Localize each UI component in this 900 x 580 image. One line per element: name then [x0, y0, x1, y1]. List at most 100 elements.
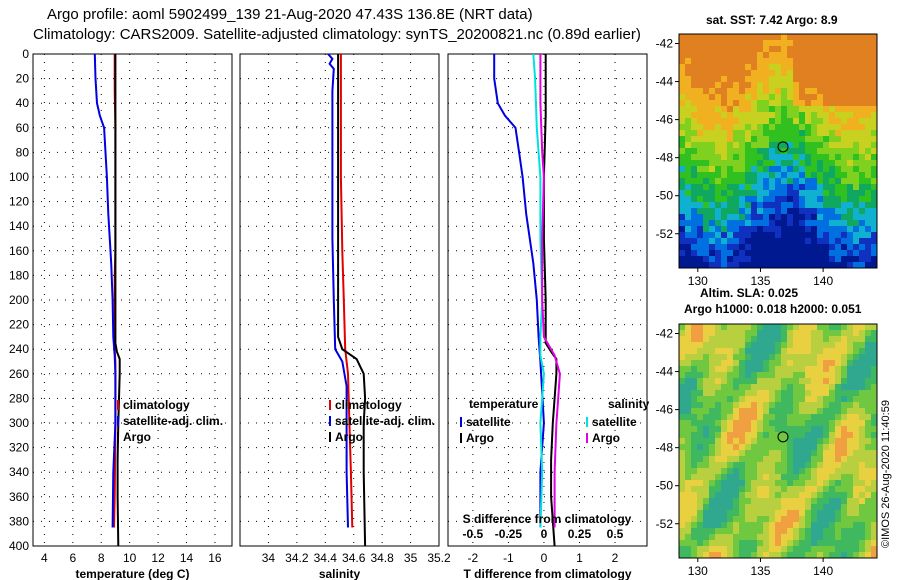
sla-map-cell [751, 342, 758, 349]
sla-map-cell [679, 528, 686, 535]
sla-map-cell [697, 552, 704, 559]
sst-map-cell [721, 262, 728, 269]
sla-map-cell [793, 486, 800, 493]
sst-map-cell [775, 82, 782, 89]
sla-map-cell [829, 354, 836, 361]
sla-map-cell [835, 540, 842, 547]
sst-map-cell [823, 172, 830, 179]
sst-map-cell [817, 238, 824, 245]
sla-map-cell [715, 342, 722, 349]
sst-map-cell [685, 34, 692, 41]
sst-map-cell [811, 262, 818, 269]
sla-map-cell [727, 330, 734, 337]
sla-map-cell [787, 336, 794, 343]
sst-map-cell [685, 160, 692, 167]
sst-map-cell [775, 232, 782, 239]
sla-map-cell [763, 522, 770, 529]
sla-map-cell [709, 360, 716, 367]
sla-map-cell [841, 348, 848, 355]
sla-map-cell [757, 378, 764, 385]
sla-map-cell [679, 414, 686, 421]
sla-map-cell [721, 348, 728, 355]
sla-map-cell [817, 378, 824, 385]
sst-map-cell [799, 184, 806, 191]
sst-map-cell [703, 46, 710, 53]
sla-map-cell [829, 474, 836, 481]
sla-map-cell [739, 414, 746, 421]
sla-map-cell [841, 384, 848, 391]
sst-map-cell [799, 232, 806, 239]
sla-map-cell [721, 492, 728, 499]
sst-map-cell [751, 118, 758, 125]
sst-map-cell [799, 160, 806, 167]
sst-map-cell [703, 52, 710, 59]
sst-map-cell [697, 130, 704, 137]
sla-map-cell [727, 492, 734, 499]
sla-map-cell [721, 528, 728, 535]
sst-map-cell [793, 106, 800, 113]
sla-map-cell [835, 330, 842, 337]
sla-map-cell [751, 414, 758, 421]
sla-map-cell [697, 342, 704, 349]
sst-map-cell [745, 142, 752, 149]
sst-map-cell [871, 130, 878, 137]
sst-map-cell [787, 58, 794, 65]
sla-map-cell [859, 336, 866, 343]
sla-map-cell [817, 510, 824, 517]
sst-map-cell [715, 136, 722, 143]
sla-map-cell [835, 420, 842, 427]
sla-map-cell [679, 504, 686, 511]
sla-map-cell [859, 426, 866, 433]
sst-map-cell [721, 82, 728, 89]
sla-map-cell [679, 420, 686, 427]
sla-map-cell [733, 366, 740, 373]
sla-map-cell [793, 348, 800, 355]
sst-map-cell [847, 148, 854, 155]
sla-map-cell [811, 468, 818, 475]
sst-map-cell [745, 214, 752, 221]
sla-map-cell [727, 480, 734, 487]
sst-map-cell [775, 154, 782, 161]
sla-map-cell [691, 456, 698, 463]
sla-map-cell [811, 372, 818, 379]
sst-map-cell [715, 160, 722, 167]
sla-map-cell [823, 486, 830, 493]
sla-map-cell [721, 360, 728, 367]
sla-map-cell [817, 414, 824, 421]
sla-map-cell [679, 462, 686, 469]
sst-map-cell [847, 58, 854, 65]
sla-map-cell [829, 534, 836, 541]
sla-map-cell [847, 348, 854, 355]
sst-map-cell [727, 244, 734, 251]
sla-map-cell [841, 402, 848, 409]
sst-map-cell [709, 130, 716, 137]
sla-map-cell [769, 348, 776, 355]
sla-map-cell [715, 444, 722, 451]
sla-map-cell [871, 540, 878, 547]
sst-map-cell [829, 118, 836, 125]
sla-map-cell [697, 408, 704, 415]
diff-legend-label: Argo [592, 431, 620, 445]
sst-map-cell [697, 202, 704, 209]
sla-map-cell [805, 330, 812, 337]
sla-map-cell [715, 534, 722, 541]
sst-map-cell [835, 178, 842, 185]
sst-map-cell [793, 262, 800, 269]
sst-map-cell [691, 106, 698, 113]
sst-map-cell [805, 136, 812, 143]
sla-map-cell [679, 534, 686, 541]
sla-map-cell [757, 540, 764, 547]
sla-map-cell [805, 462, 812, 469]
sst-map-cell [733, 154, 740, 161]
sst-map-cell [835, 46, 842, 53]
sla-map-cell [709, 456, 716, 463]
sst-map-cell [853, 64, 860, 71]
sst-map-cell [775, 130, 782, 137]
sst-map-cell [823, 214, 830, 221]
sst-map-cell [847, 52, 854, 59]
sla-map-cell [793, 354, 800, 361]
sst-map-cell [685, 70, 692, 77]
sst-map-cell [751, 88, 758, 95]
sst-map-cell [733, 82, 740, 89]
sla-map-cell [721, 384, 728, 391]
